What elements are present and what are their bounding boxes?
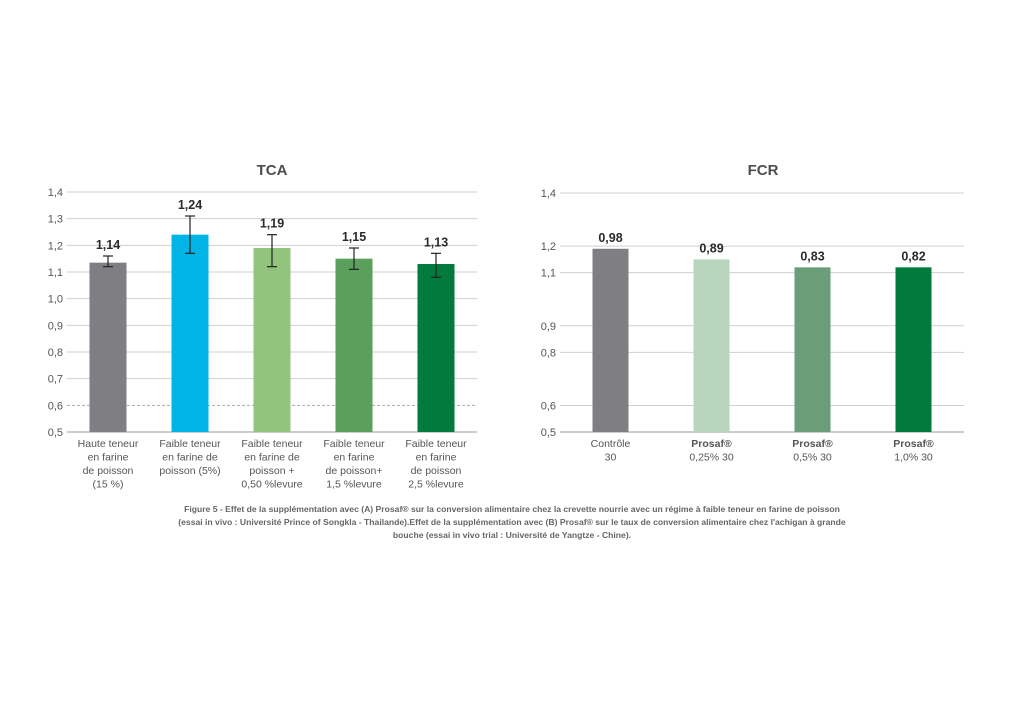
tca-category-line: de poisson+ (326, 465, 383, 477)
tca-category-line: (15 %) (93, 479, 124, 491)
tca-category-line: 2,5 %levure (408, 479, 464, 491)
fcr-chart: FCR 1,4 1,2 1,1 0,9 0,8 0,6 0,5 0,98 Contrôle 30 0,… (541, 162, 964, 464)
tca-category-line: Faible teneur (405, 438, 467, 450)
tca-y-tick-label: 0,7 (48, 374, 63, 386)
tca-category-line: en farine de (244, 452, 300, 464)
tca-category-line: Faible teneur (241, 438, 303, 450)
caption-line-1: Figure 5 - Effet de la supplémentation a… (184, 504, 840, 514)
fcr-value-label: 0,89 (699, 241, 723, 255)
tca-value-label: 1,15 (342, 230, 366, 244)
tca-y-tick-label: 1,1 (48, 267, 63, 279)
fcr-y-tick-label: 1,4 (541, 188, 556, 200)
fcr-category-label: Prosaf® 0,25% 30 (689, 438, 734, 464)
fcr-y-tick-label: 1,1 (541, 268, 556, 280)
fcr-value-label: 0,98 (598, 231, 622, 245)
tca-bar (417, 264, 455, 432)
tca-value-label: 1,19 (260, 217, 284, 231)
tca-category-line: Faible teneur (323, 438, 385, 450)
tca-chart: TCA 1,4 1,3 1,2 1,1 1,0 0,9 0,8 0,7 0,6 0,5 1,14 Hau… (48, 162, 477, 491)
figure-caption: Figure 5 - Effet de la supplémentation a… (95, 503, 929, 542)
fcr-category-label: Prosaf® 1,0% 30 (893, 438, 934, 464)
fcr-bar (895, 267, 932, 432)
tca-category-line: Haute teneur (78, 438, 139, 450)
caption-line-3: bouche (essai in vivo trial : Université… (392, 530, 632, 540)
fcr-value-label: 0,83 (800, 249, 824, 263)
tca-y-tick-label: 1,3 (48, 214, 63, 226)
tca-y-tick-label: 0,6 (48, 400, 63, 412)
fcr-category-line: Prosaf® (691, 438, 732, 450)
fcr-y-tick-label: 0,5 (541, 427, 556, 439)
fcr-y-tick-label: 1,2 (541, 241, 556, 253)
tca-y-tick-label: 0,8 (48, 347, 63, 359)
fcr-bar (693, 259, 730, 432)
fcr-bar (794, 267, 831, 432)
fcr-y-tick-label: 0,8 (541, 347, 556, 359)
tca-bar (335, 258, 373, 432)
fcr-category-line: 1,0% 30 (894, 452, 933, 464)
fcr-value-label: 0,82 (901, 249, 925, 263)
caption-line-2: (essai in vivo : Université Prince of So… (178, 517, 846, 527)
tca-value-label: 1,13 (424, 235, 448, 249)
fcr-category-label: Contrôle 30 (591, 438, 631, 464)
fcr-category-line: 0,5% 30 (793, 452, 832, 464)
fcr-y-tick-label: 0,6 (541, 400, 556, 412)
fcr-category-line: 0,25% 30 (689, 452, 734, 464)
fcr-category-line: Prosaf® (792, 438, 833, 450)
tca-y-tick-label: 0,5 (48, 427, 63, 439)
tca-y-tick-label: 1,4 (48, 187, 63, 199)
fcr-y-tick-label: 0,9 (541, 321, 556, 333)
tca-y-tick-label: 0,9 (48, 320, 63, 332)
fcr-chart-title: FCR (748, 162, 779, 179)
tca-bar (253, 248, 291, 432)
tca-value-label: 1,24 (178, 198, 202, 212)
tca-chart-title: TCA (257, 162, 288, 179)
tca-bar (89, 262, 127, 432)
tca-bar (171, 234, 209, 432)
tca-category-line: en farine de (162, 452, 218, 464)
tca-category-line: Faible teneur (159, 438, 221, 450)
tca-category-line: en farine (416, 452, 457, 464)
tca-category-line: de poisson (411, 465, 462, 477)
tca-category-line: en farine (334, 452, 375, 464)
tca-category-line: en farine (88, 452, 129, 464)
tca-y-tick-label: 1,2 (48, 240, 63, 252)
tca-y-tick-label: 1,0 (48, 294, 63, 306)
fcr-category-line: 30 (605, 452, 617, 464)
fcr-category-line: Contrôle (591, 438, 631, 450)
fcr-category-line: Prosaf® (893, 438, 934, 450)
fcr-category-label: Prosaf® 0,5% 30 (792, 438, 833, 464)
tca-value-label: 1,14 (96, 238, 120, 252)
tca-category-line: poisson (5%) (159, 465, 220, 477)
tca-category-line: 0,50 %levure (241, 479, 302, 491)
fcr-bar (592, 248, 629, 432)
tca-category-line: de poisson (83, 465, 134, 477)
tca-category-line: poisson + (249, 465, 294, 477)
tca-category-line: 1,5 %levure (326, 479, 382, 491)
